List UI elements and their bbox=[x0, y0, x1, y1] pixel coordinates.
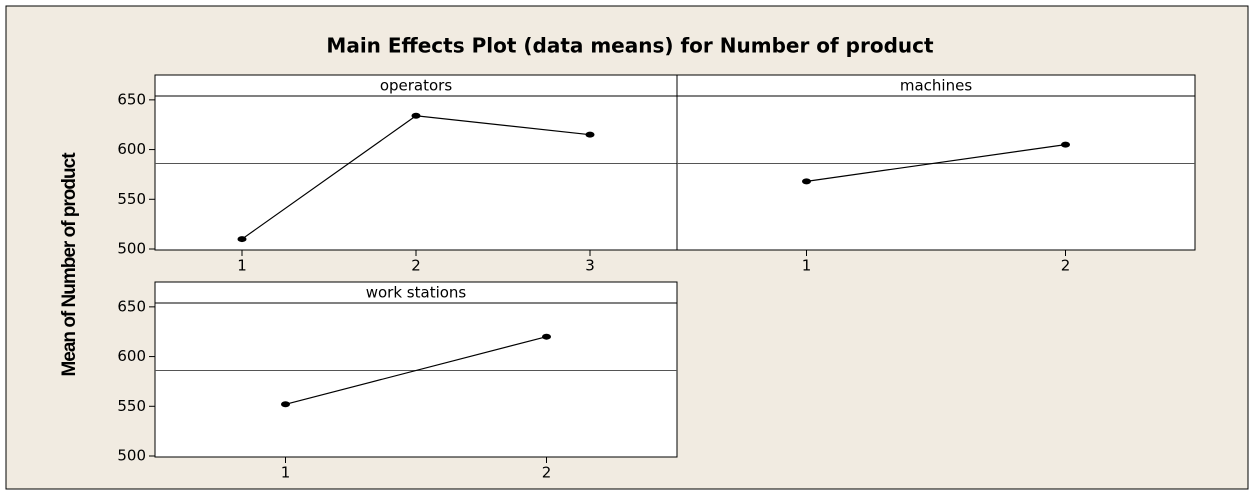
data-point bbox=[237, 236, 247, 243]
chart-title: Main Effects Plot (data means) for Numbe… bbox=[326, 34, 934, 58]
x-tick-label: 2 bbox=[542, 464, 552, 482]
data-point bbox=[802, 178, 811, 185]
panel-title: work stations bbox=[366, 284, 467, 302]
data-line bbox=[806, 144, 1066, 182]
data-point bbox=[411, 112, 421, 119]
panel bbox=[154, 281, 678, 458]
x-tick-label: 2 bbox=[411, 257, 421, 275]
y-tick-label: 650 bbox=[117, 297, 146, 315]
data-point bbox=[281, 401, 290, 408]
panel bbox=[154, 74, 678, 251]
x-tick-label: 2 bbox=[1061, 257, 1071, 275]
data-line bbox=[285, 336, 547, 405]
data-point bbox=[585, 131, 595, 138]
data-point bbox=[542, 333, 551, 340]
x-tick-label: 1 bbox=[802, 257, 812, 275]
y-axis-label: Mean of Number of product bbox=[59, 152, 80, 377]
y-tick-label: 500 bbox=[117, 240, 146, 258]
y-tick-label: 600 bbox=[117, 347, 146, 365]
y-tick-label: 650 bbox=[117, 90, 146, 108]
x-tick-label: 3 bbox=[585, 257, 595, 275]
data-point bbox=[1061, 141, 1070, 148]
y-tick-label: 550 bbox=[117, 397, 146, 415]
panel-title: machines bbox=[900, 77, 972, 95]
y-tick-label: 500 bbox=[117, 447, 146, 465]
y-tick-label: 550 bbox=[117, 190, 146, 208]
x-tick-label: 1 bbox=[281, 464, 291, 482]
y-tick-label: 600 bbox=[117, 140, 146, 158]
panel-title: operators bbox=[380, 77, 453, 95]
x-tick-label: 1 bbox=[237, 257, 247, 275]
